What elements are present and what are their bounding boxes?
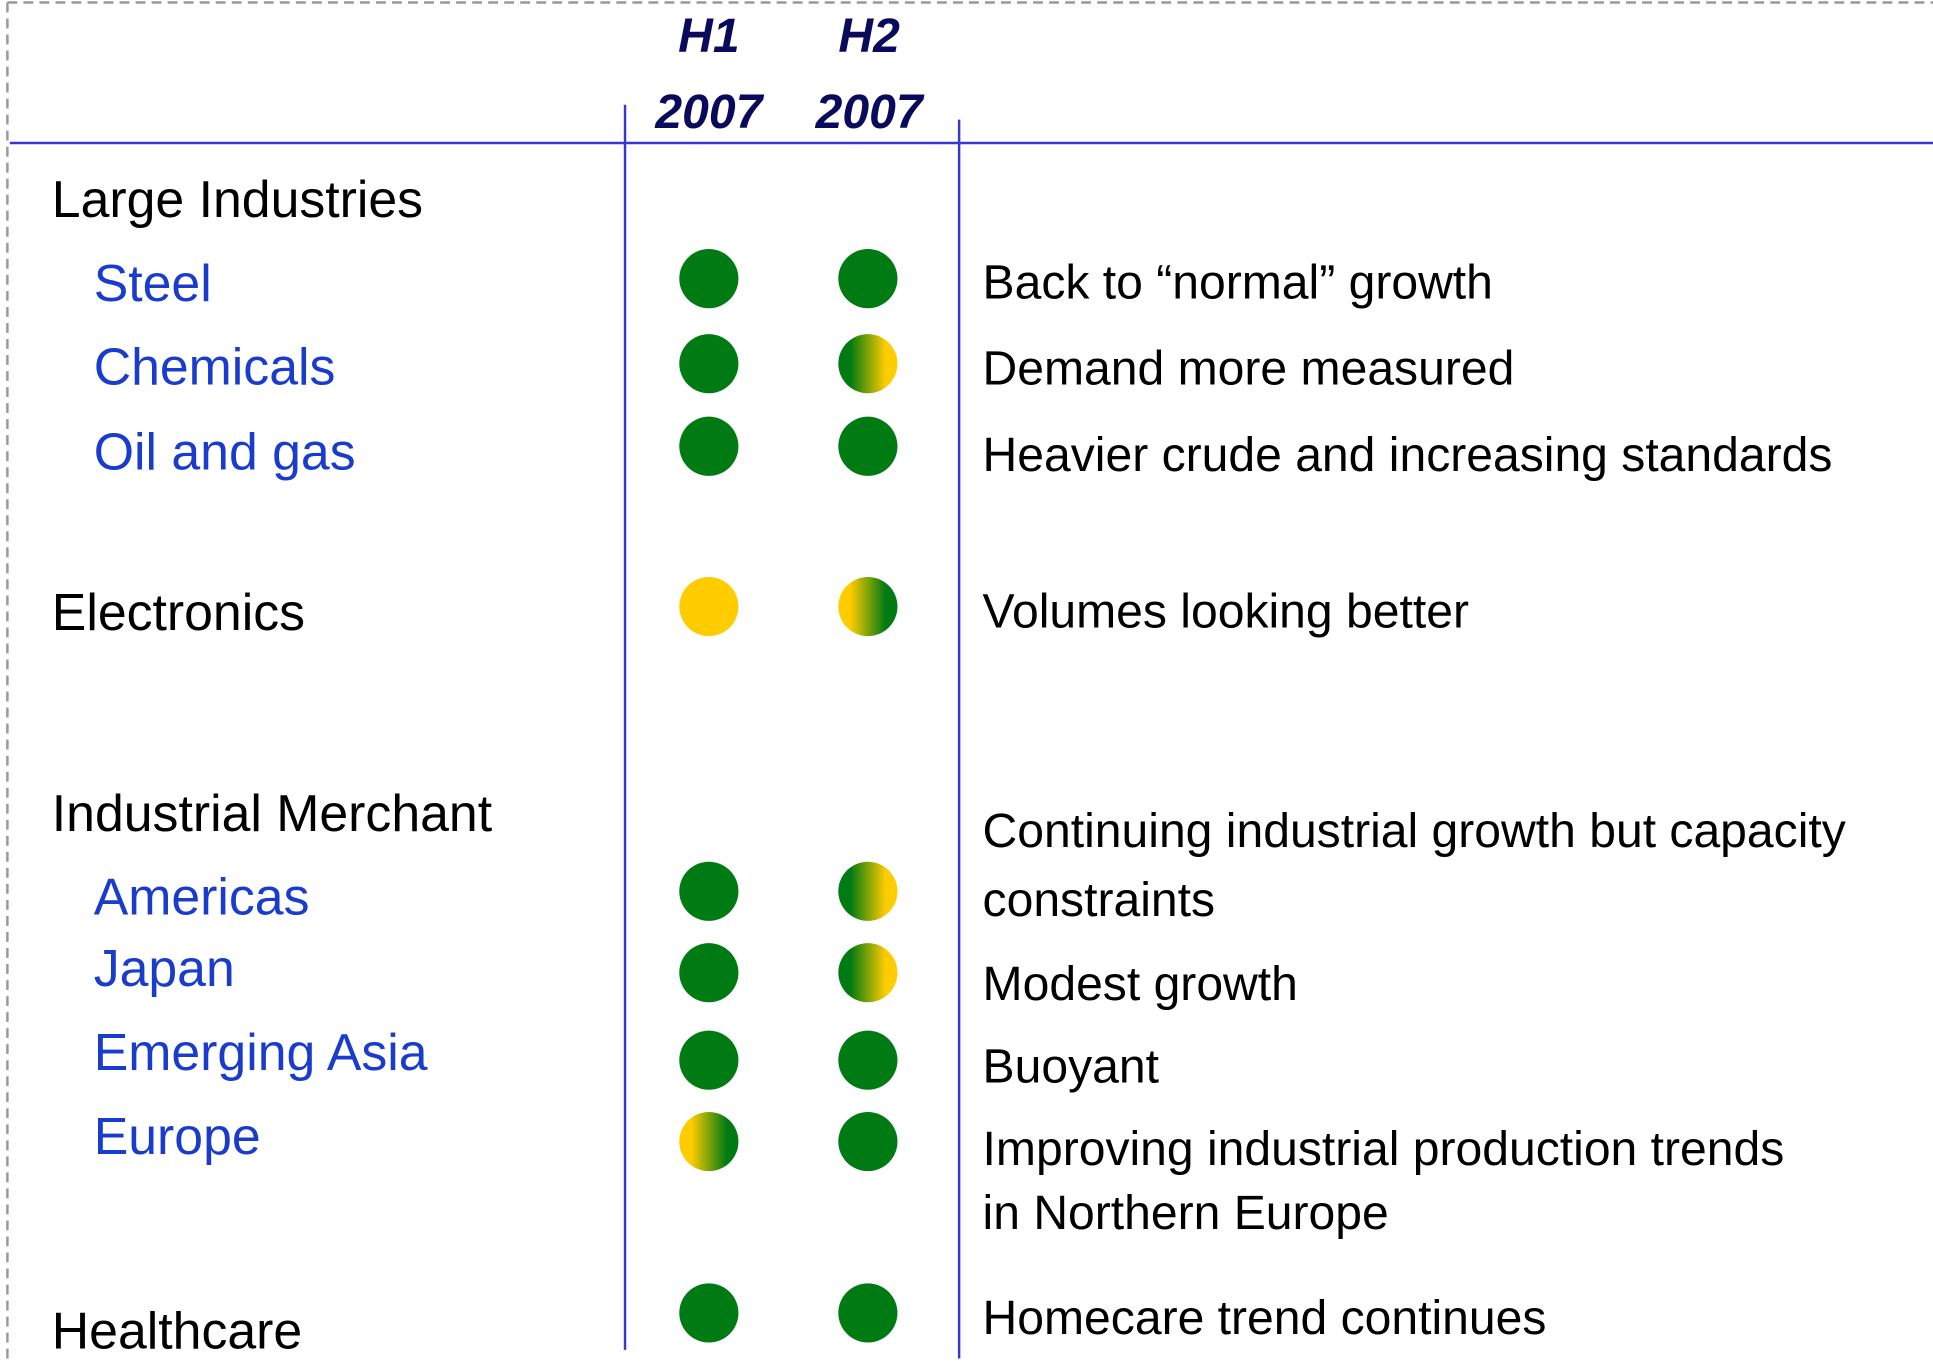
status-dot: [838, 576, 898, 637]
column-header: 2007: [815, 86, 923, 140]
item-label: Steel: [93, 253, 212, 312]
status-dot: [838, 943, 898, 1003]
status-dot: [679, 249, 739, 309]
status-dot: [679, 1030, 739, 1090]
column-header: 2007: [655, 86, 763, 140]
status-dot: [679, 334, 739, 394]
comment: Homecare trend continues: [982, 1291, 1547, 1345]
status-dot: [838, 1283, 898, 1343]
status-dot: [679, 576, 739, 637]
comment: Demand more measured: [982, 342, 1515, 396]
item-label: Chemicals: [93, 337, 336, 396]
comment: constraints: [982, 874, 1216, 928]
section-label: Industrial Merchant: [51, 784, 493, 843]
status-dot: [679, 416, 739, 476]
column-header: H2: [838, 9, 900, 63]
comment: Modest growth: [982, 957, 1298, 1011]
status-dot: [838, 249, 898, 309]
status-dot: [838, 1111, 898, 1172]
status-dot: [838, 334, 898, 394]
status-dot: [679, 861, 739, 921]
comment: Buoyant: [982, 1040, 1159, 1094]
status-dot: [679, 1111, 739, 1172]
comment: in Northern Europe: [982, 1187, 1389, 1241]
status-dot: [679, 943, 739, 1003]
comment: Back to “normal” growth: [982, 256, 1493, 310]
item-label: Americas: [93, 867, 310, 926]
item-label: Oil and gas: [93, 422, 356, 481]
status-dot: [838, 861, 898, 921]
item-label: Emerging Asia: [93, 1023, 428, 1082]
status-dot: [679, 1283, 739, 1343]
status-dot: [838, 1030, 898, 1090]
item-label: Europe: [93, 1107, 261, 1165]
column-header: H1: [678, 9, 740, 63]
comment: Heavier crude and increasing standards: [982, 429, 1833, 483]
comment: Improving industrial production trends: [982, 1123, 1785, 1177]
section-label: Electronics: [51, 583, 306, 642]
section-label: Large Industries: [51, 170, 424, 229]
section-label: Healthcare: [51, 1301, 303, 1360]
comment: Volumes looking better: [982, 585, 1469, 639]
status-dot: [838, 416, 898, 476]
item-label: Japan: [93, 939, 235, 998]
comment: Continuing industrial growth but capacit…: [982, 805, 1846, 859]
